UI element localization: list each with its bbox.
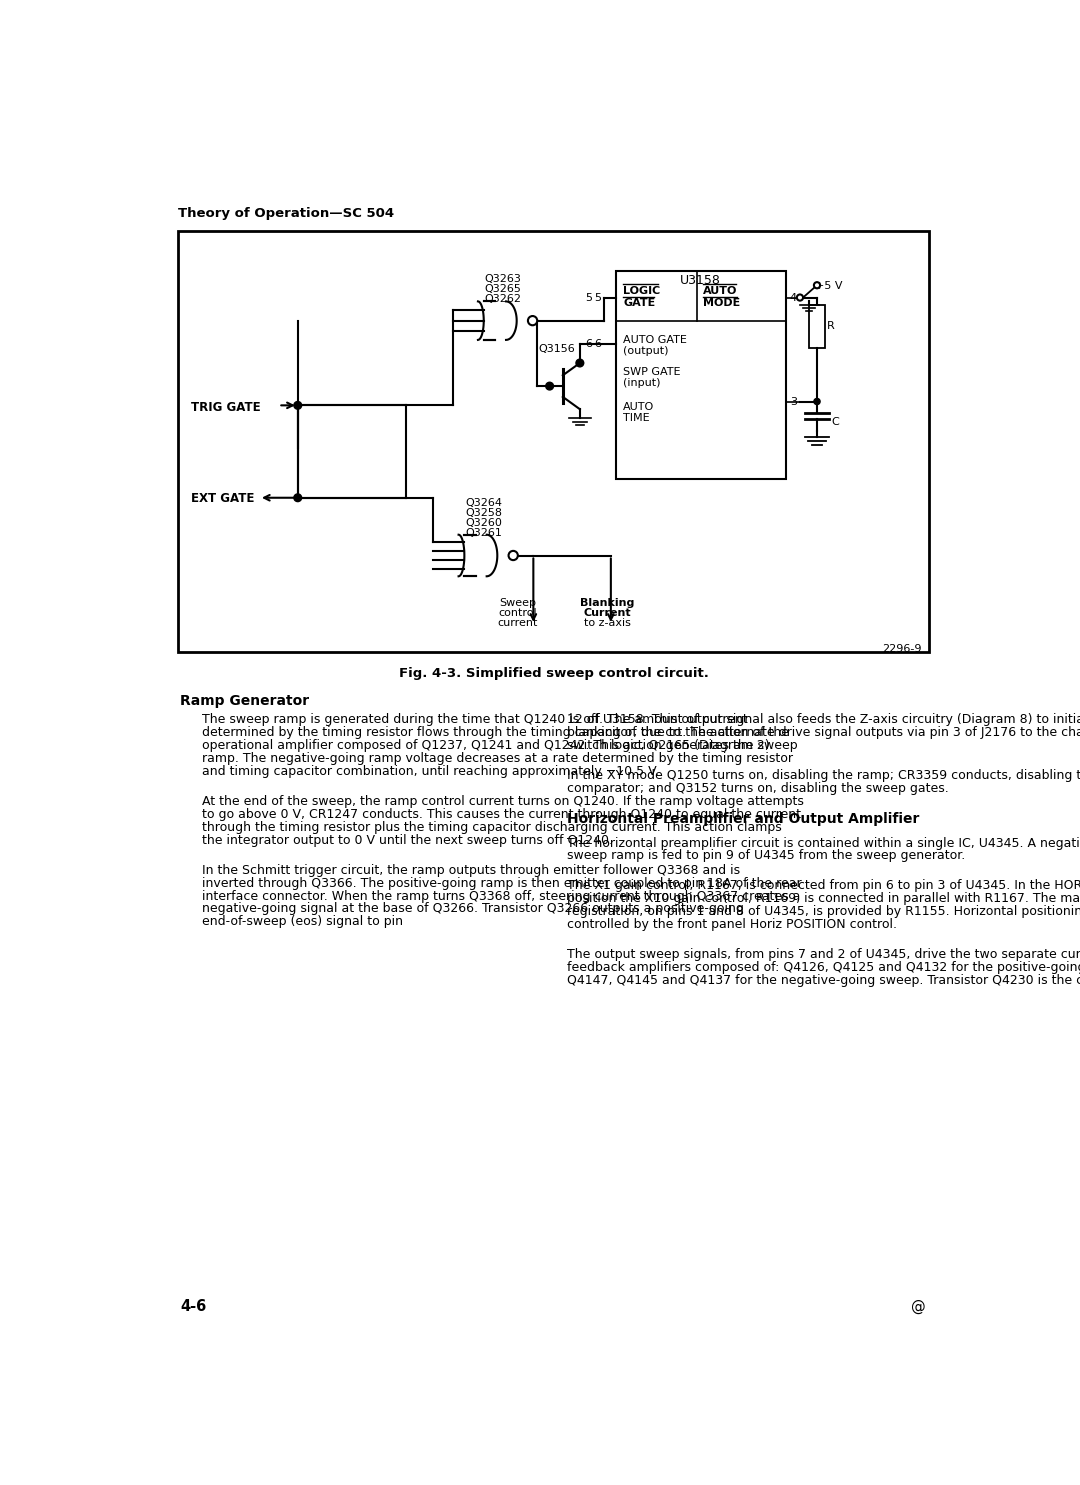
Circle shape [509,551,517,560]
Text: current: current [498,618,538,628]
Text: GATE: GATE [623,298,656,309]
Text: registration, on pins 1 and 8 of U4345, is provided by R1155. Horizontal positio: registration, on pins 1 and 8 of U4345, … [567,906,1080,918]
Text: Horizontal Preamplifier and Output Amplifier: Horizontal Preamplifier and Output Ampli… [567,812,920,826]
Text: 12 of U3158. This output signal also feeds the Z-axis circuitry (Diagram 8) to i: 12 of U3158. This output signal also fee… [567,713,1080,726]
Text: 4-6: 4-6 [180,1298,206,1314]
Text: Ramp Generator: Ramp Generator [180,693,309,708]
Text: C: C [831,417,839,426]
Circle shape [797,294,804,300]
Text: +5 V: +5 V [815,281,843,291]
Text: sweep ramp is fed to pin 9 of U4345 from the sweep generator.: sweep ramp is fed to pin 9 of U4345 from… [567,849,966,863]
Bar [616,270,786,478]
Text: AUTO: AUTO [623,401,654,411]
Text: The horizontal preamplifier circuit is contained within a single IC, U4345. A ne: The horizontal preamplifier circuit is c… [567,836,1080,849]
Text: In the XY mode Q1250 turns on, disabling the ramp; CR3359 conducts, disabling th: In the XY mode Q1250 turns on, disabling… [567,769,1080,783]
Text: 6: 6 [595,339,602,349]
Text: Sweep: Sweep [499,598,537,607]
Text: blanking of the crt. The alternate drive signal outputs via pin 3 of J2176 to th: blanking of the crt. The alternate drive… [567,726,1080,740]
Circle shape [528,316,537,325]
Text: ramp. The negative-going ramp voltage decreases at a rate determined by the timi: ramp. The negative-going ramp voltage de… [202,753,793,765]
Text: AUTO: AUTO [703,287,738,296]
Text: Q3264: Q3264 [465,497,502,508]
Text: Fig. 4-3. Simplified sweep control circuit.: Fig. 4-3. Simplified sweep control circu… [399,667,708,680]
Text: AUTO GATE: AUTO GATE [623,334,687,345]
Bar [809,306,825,347]
Text: The sweep ramp is generated during the time that Q1240 is off. The amount of cur: The sweep ramp is generated during the t… [202,713,747,726]
Text: controlled by the front panel Horiz POSITION control.: controlled by the front panel Horiz POSI… [567,918,897,931]
Text: The X1 gain control, R1167, is connected from pin 6 to pin 3 of U4345. In the HO: The X1 gain control, R1167, is connected… [567,879,1080,892]
Text: Q3258: Q3258 [465,508,502,518]
Text: At the end of the sweep, the ramp control current turns on Q1240. If the ramp vo: At the end of the sweep, the ramp contro… [202,794,804,808]
Text: feedback amplifiers composed of: Q4126, Q4125 and Q4132 for the positive-going s: feedback amplifiers composed of: Q4126, … [567,961,1080,974]
Text: control: control [499,607,537,618]
Text: MODE: MODE [703,298,740,309]
Circle shape [814,398,820,404]
Text: Q3156: Q3156 [538,343,575,353]
Bar [177,230,930,652]
Text: Current: Current [583,607,631,618]
Text: SWP GATE: SWP GATE [623,367,680,377]
Text: 6: 6 [585,339,592,349]
Text: the integrator output to 0 V until the next sweep turns off Q1240.: the integrator output to 0 V until the n… [202,833,612,846]
Text: In the Schmitt trigger circuit, the ramp outputs through emitter follower Q3368 : In the Schmitt trigger circuit, the ramp… [202,864,740,876]
Text: 4: 4 [789,293,797,303]
Text: (input): (input) [623,379,661,389]
Text: to z-axis: to z-axis [583,618,631,628]
Text: end-of-sweep (eos) signal to pin: end-of-sweep (eos) signal to pin [202,915,403,928]
Text: (output): (output) [623,346,669,356]
Circle shape [294,495,301,502]
Text: switch logic, Q2165 (Diagram 2).: switch logic, Q2165 (Diagram 2). [567,740,774,753]
Text: TRIG GATE: TRIG GATE [191,401,260,414]
Text: interface connector. When the ramp turns Q3368 off, steering current through Q33: interface connector. When the ramp turns… [202,890,800,903]
Text: Q4147, Q4145 and Q4137 for the negative-going sweep. Transistor Q4230 is the cur: Q4147, Q4145 and Q4137 for the negative-… [567,974,1080,988]
Text: Q3262: Q3262 [485,294,522,304]
Circle shape [294,401,301,410]
Text: TIME: TIME [623,413,650,423]
Text: comparator; and Q3152 turns on, disabling the sweep gates.: comparator; and Q3152 turns on, disablin… [567,783,949,794]
Text: inverted through Q3366. The positive-going ramp is then emitter coupled to pin 1: inverted through Q3366. The positive-goi… [202,876,801,890]
Text: through the timing resistor plus the timing capacitor discharging current. This : through the timing resistor plus the tim… [202,821,782,835]
Text: The output sweep signals, from pins 7 and 2 of U4345, drive the two separate cur: The output sweep signals, from pins 7 an… [567,947,1080,961]
Text: 2296-9: 2296-9 [882,644,921,653]
Circle shape [576,359,583,367]
Text: operational amplifier composed of Q1237, Q1241 and Q1242. This action generates : operational amplifier composed of Q1237,… [202,740,797,753]
Text: Q3260: Q3260 [465,518,502,527]
Text: U3158: U3158 [680,275,721,288]
Text: R: R [827,321,835,331]
Text: LOGIC: LOGIC [623,287,661,296]
Text: to go above 0 V, CR1247 conducts. This causes the current through Q1240 to equal: to go above 0 V, CR1247 conducts. This c… [202,808,800,821]
Text: determined by the timing resistor flows through the timing capacitor, due to the: determined by the timing resistor flows … [202,726,788,740]
Text: 5: 5 [585,293,592,303]
Text: and timing capacitor combination, until reaching approximately −10.5 V.: and timing capacitor combination, until … [202,765,659,778]
Text: 5: 5 [595,293,602,303]
Text: Q3263: Q3263 [485,275,522,285]
Text: position the X10 gain control, R1169, is connected in parallel with R1167. The m: position the X10 gain control, R1169, is… [567,892,1080,906]
Circle shape [814,282,820,288]
Text: Blanking: Blanking [580,598,634,607]
Text: EXT GATE: EXT GATE [191,492,254,505]
Text: negative-going signal at the base of Q3266. Transistor Q3266 outputs a positive-: negative-going signal at the base of Q32… [202,903,743,915]
Circle shape [545,382,554,391]
Text: 3: 3 [789,396,797,407]
Text: Q3261: Q3261 [465,527,502,538]
Text: Q3265: Q3265 [485,285,522,294]
Text: Theory of Operation—SC 504: Theory of Operation—SC 504 [177,208,394,220]
Text: @: @ [910,1298,926,1314]
